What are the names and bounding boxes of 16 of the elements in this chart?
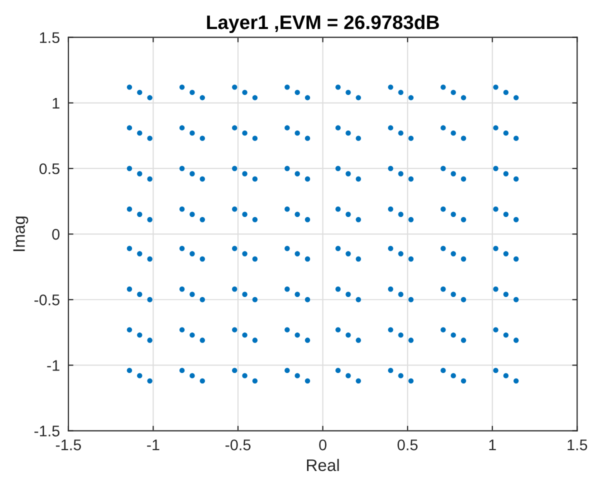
y-tick-label: -0.5	[34, 294, 60, 306]
y-tick-label: 1.5	[40, 32, 60, 44]
x-tick-label: 1	[489, 440, 496, 450]
x-tick-label: -1	[147, 440, 160, 450]
y-axis-title: Imag	[13, 216, 28, 252]
chart-title: Layer1 ,EVM = 26.9783dB	[207, 14, 439, 34]
x-tick-label: -0.5	[226, 440, 251, 450]
x-tick-label: 0.5	[398, 440, 418, 450]
y-tick-label: 0	[52, 228, 60, 240]
y-tick-label: -1	[47, 360, 60, 371]
x-tick-label: 0	[319, 440, 326, 450]
y-tick-label: -1.5	[34, 426, 60, 436]
x-axis-title: Real	[307, 458, 339, 472]
y-tick-label: 1	[52, 98, 60, 108]
y-tick-label: 0.5	[39, 163, 60, 174]
x-tick-label: 1.5	[568, 440, 588, 450]
